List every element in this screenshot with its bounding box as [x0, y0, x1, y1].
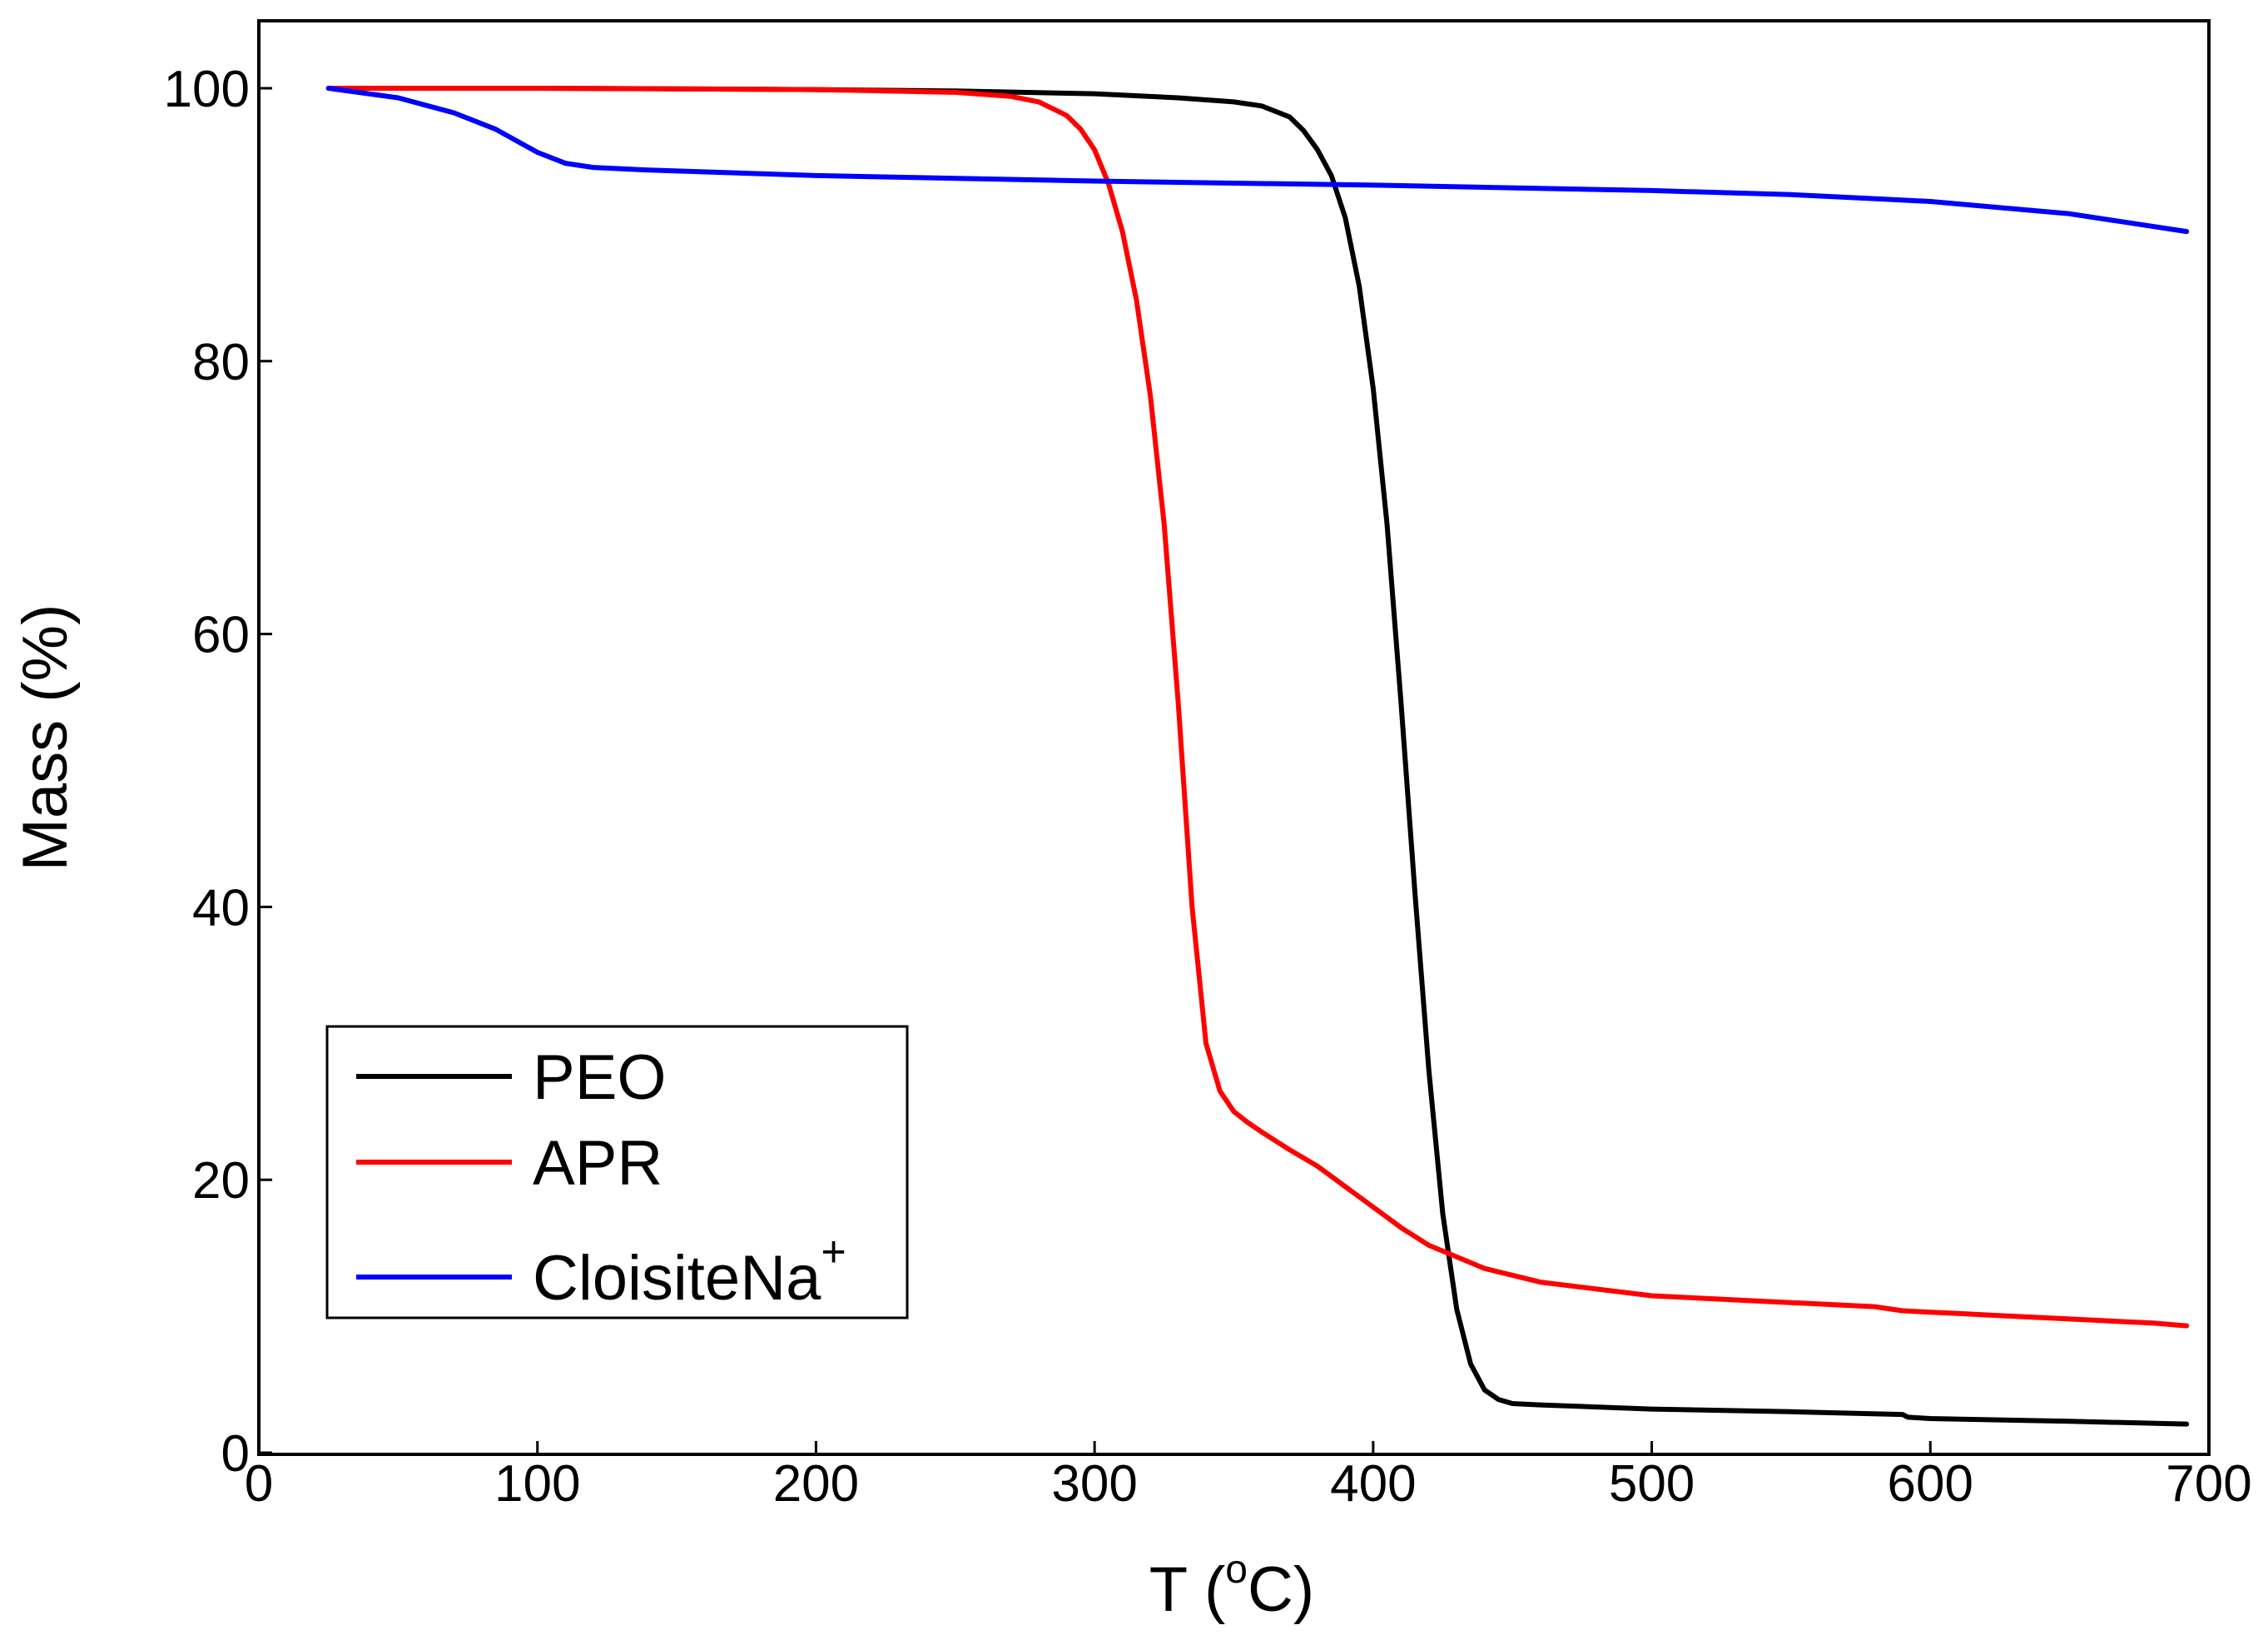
plot-frame [257, 19, 2211, 1456]
x-axis-title-tail: C) [1248, 1554, 1314, 1625]
x-tick-label: 200 [773, 1455, 859, 1513]
y-tick-label: 100 [164, 61, 250, 118]
y-axis-title: Mass (%) [10, 604, 81, 872]
x-tick-label: 500 [1609, 1455, 1695, 1513]
legend-label-cloisite-sup: + [821, 1228, 846, 1276]
series-line-peo [325, 86, 2190, 1427]
x-axis-title-sup: o [1225, 1548, 1248, 1592]
x-tick-label: 700 [2166, 1455, 2251, 1513]
x-tick-label: 300 [1051, 1455, 1137, 1513]
x-axis-title: T (oC) [1149, 1548, 1314, 1625]
y-tick-label: 0 [221, 1425, 250, 1483]
x-axis: 0 100 200 300 400 500 600 700 [245, 1441, 2252, 1513]
x-tick-label: 0 [245, 1455, 273, 1513]
series-line-apr [325, 86, 2190, 1329]
y-axis: 0 20 40 60 80 100 [164, 61, 272, 1483]
y-tick-label: 40 [192, 879, 250, 937]
legend-label-cloisite-text: CloisiteNa [533, 1243, 821, 1314]
legend-label-cloisite: CloisiteNa+ [533, 1228, 846, 1314]
legend: PEO APR CloisiteNa+ [325, 1025, 909, 1319]
series-line-cloisitena [325, 86, 2190, 235]
x-axis-title-text: T ( [1149, 1554, 1225, 1625]
y-tick-label: 20 [192, 1152, 250, 1210]
x-tick-label: 100 [494, 1455, 580, 1513]
legend-label-peo: PEO [533, 1042, 667, 1113]
x-tick-label: 600 [1888, 1455, 1973, 1513]
series-layer [325, 86, 2190, 1427]
legend-label-apr: APR [533, 1128, 663, 1199]
y-tick-label: 60 [192, 607, 250, 664]
y-tick-label: 80 [192, 334, 250, 391]
x-tick-label: 400 [1330, 1455, 1416, 1513]
